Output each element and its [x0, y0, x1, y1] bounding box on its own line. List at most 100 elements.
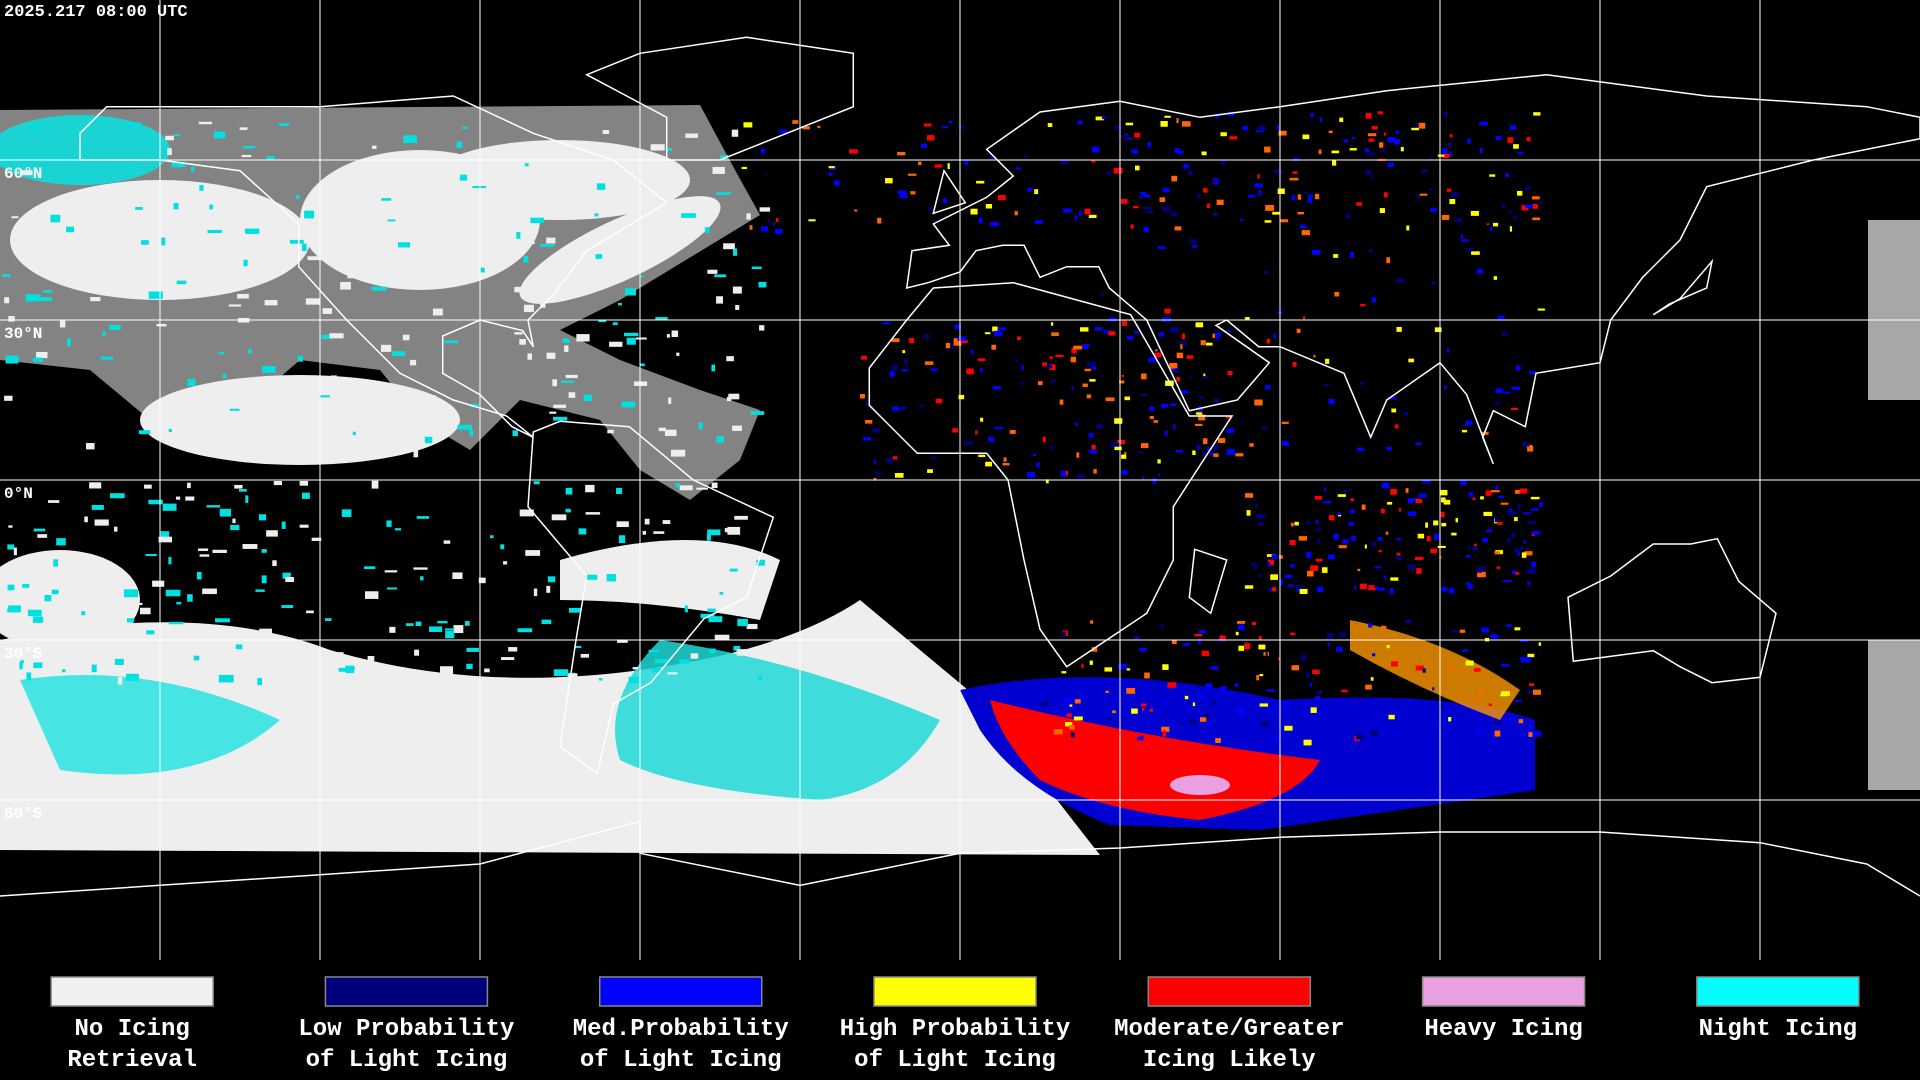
icing-speck	[1061, 671, 1067, 674]
icing-speck	[1514, 627, 1521, 631]
icing-speck	[1195, 423, 1203, 427]
icing-speck	[994, 427, 1004, 430]
icing-speck	[1051, 332, 1059, 337]
cloud-speck	[53, 198, 59, 202]
icing-speck	[1385, 446, 1393, 451]
icing-speck	[1306, 672, 1310, 679]
cloud-speck	[50, 214, 61, 223]
cloud-speck	[205, 403, 218, 410]
cloud-speck	[684, 605, 688, 613]
cloud-speck	[235, 644, 243, 650]
icing-speck	[1300, 654, 1306, 661]
icing-speck	[1082, 344, 1090, 349]
icing-speck	[992, 326, 998, 332]
cloud-speck	[413, 567, 428, 570]
icing-speck	[1422, 668, 1426, 673]
icing-speck	[1437, 545, 1446, 549]
cloud-speck	[91, 504, 104, 510]
cloud-speck	[551, 514, 567, 521]
icing-speck	[1371, 297, 1377, 303]
cloud-speck	[405, 623, 414, 626]
icing-speck	[1095, 424, 1103, 429]
icing-speck	[1485, 490, 1492, 496]
icing-speck	[1235, 453, 1244, 457]
cloud-speck	[329, 215, 336, 222]
icing-speck	[1520, 546, 1523, 550]
cloud-speck	[158, 536, 173, 543]
icing-speck	[1415, 442, 1422, 446]
icing-speck	[1126, 688, 1136, 694]
icing-speck	[1163, 701, 1168, 705]
icing-speck	[934, 164, 943, 168]
icing-speck	[1144, 672, 1150, 679]
coastline	[932, 168, 967, 215]
cloud-speck	[261, 549, 267, 553]
cloud-speck	[371, 286, 387, 291]
cloud-speck	[245, 436, 256, 441]
icing-speck	[1060, 470, 1067, 477]
icing-speck	[1538, 642, 1542, 646]
icing-speck	[1325, 358, 1330, 364]
cloud-speck	[2, 604, 9, 609]
cloud-speck	[533, 481, 540, 485]
icing-speck	[1294, 521, 1299, 526]
cloud-speck	[297, 355, 303, 362]
cloud-speck	[261, 575, 267, 584]
icing-speck	[1189, 171, 1192, 175]
icing-speck	[1504, 717, 1514, 721]
cloud-speck	[759, 207, 771, 212]
cloud-speck	[4, 297, 10, 304]
coastline	[1567, 537, 1777, 684]
icing-speck	[1528, 732, 1533, 737]
icing-speck	[889, 371, 895, 377]
icing-speck	[1070, 356, 1077, 363]
icing-speck	[1289, 632, 1296, 636]
icing-speck	[953, 338, 961, 342]
icing-speck	[1117, 439, 1126, 445]
icing-speck	[1113, 167, 1123, 174]
icing-speck	[1202, 438, 1208, 445]
icing-speck	[1407, 511, 1417, 516]
cloud-speck	[219, 352, 225, 355]
icing-speck	[1087, 361, 1096, 368]
cloud-speck	[268, 676, 278, 685]
icing-region	[990, 700, 1320, 820]
cloud-speck	[575, 566, 580, 571]
cloud-speck	[732, 248, 738, 256]
icing-speck	[1157, 459, 1161, 464]
icing-speck	[743, 122, 753, 128]
icing-speck	[1383, 132, 1387, 136]
icing-speck	[1141, 373, 1147, 380]
icing-speck	[984, 332, 991, 335]
cloud-speck	[218, 674, 234, 683]
legend-label: of Light Icing	[580, 1047, 782, 1074]
icing-speck	[1524, 186, 1531, 191]
icing-speck	[1167, 682, 1177, 688]
icing-speck	[1277, 124, 1281, 131]
cloud-speck	[416, 516, 430, 519]
icing-speck	[1324, 383, 1330, 387]
cloud-speck	[117, 676, 123, 685]
cloud-speck	[381, 198, 392, 201]
icing-speck	[1265, 652, 1268, 657]
icing-speck	[930, 368, 939, 372]
icing-speck	[1370, 542, 1377, 547]
cloud-speck	[299, 480, 309, 486]
cloud-speck	[167, 148, 172, 156]
icing-speck	[1519, 488, 1528, 494]
icing-speck	[1390, 577, 1399, 581]
icing-speck	[1483, 511, 1493, 517]
cloud-speck	[126, 618, 135, 623]
icing-speck	[1291, 665, 1300, 671]
icing-speck	[1201, 151, 1207, 156]
icing-speck	[1488, 703, 1493, 706]
cloud-speck	[457, 424, 472, 430]
icing-speck	[924, 361, 934, 365]
icing-speck	[1479, 566, 1486, 571]
icing-speck	[1300, 224, 1307, 229]
icing-speck	[779, 129, 788, 134]
cloud-speck	[679, 485, 693, 491]
icing-speck	[1441, 148, 1448, 155]
icing-speck	[1077, 722, 1081, 727]
icing-speck	[1258, 644, 1266, 650]
